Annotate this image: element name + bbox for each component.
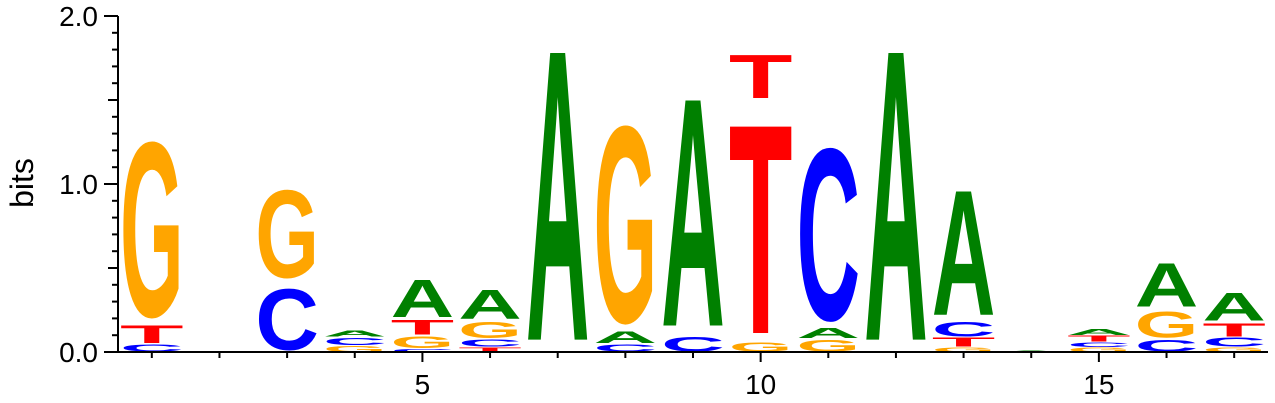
- logo-letter-g: G: [594, 68, 658, 382]
- logo-letter-a: A: [864, 0, 928, 403]
- y-tick-label: 1.0: [59, 169, 98, 200]
- logo-letter-a: A: [932, 152, 996, 353]
- logo-letter-a: A: [323, 329, 387, 338]
- y-tick-label: 0.0: [59, 337, 98, 368]
- logo-letter-a: A: [526, 0, 590, 403]
- y-axis-title: bits: [4, 158, 40, 208]
- logo-letter-c: C: [797, 99, 861, 373]
- logo-letter-a: A: [391, 269, 455, 329]
- logo-letter-a: A: [661, 29, 725, 395]
- y-tick-label: 2.0: [59, 1, 98, 32]
- logo-letter-a: A: [1202, 285, 1266, 329]
- logo-letter-a: A: [1135, 251, 1199, 321]
- logo-letter-t: T: [729, 42, 793, 112]
- logo-letter-a: A: [1067, 327, 1131, 336]
- logo-letter-g: G: [255, 165, 319, 305]
- plot-area: CTGCGGCACGTATCGAACAGCAGTTGACAGTCAAGCTACG…: [120, 0, 1266, 403]
- logo-letter-a: A: [458, 281, 522, 328]
- logo-letter-g: G: [120, 92, 184, 370]
- x-tick-label: 15: [1083, 369, 1114, 400]
- x-tick-label: 10: [745, 369, 776, 400]
- logo-letter-t: T: [729, 62, 793, 397]
- x-tick-label: 5: [415, 369, 431, 400]
